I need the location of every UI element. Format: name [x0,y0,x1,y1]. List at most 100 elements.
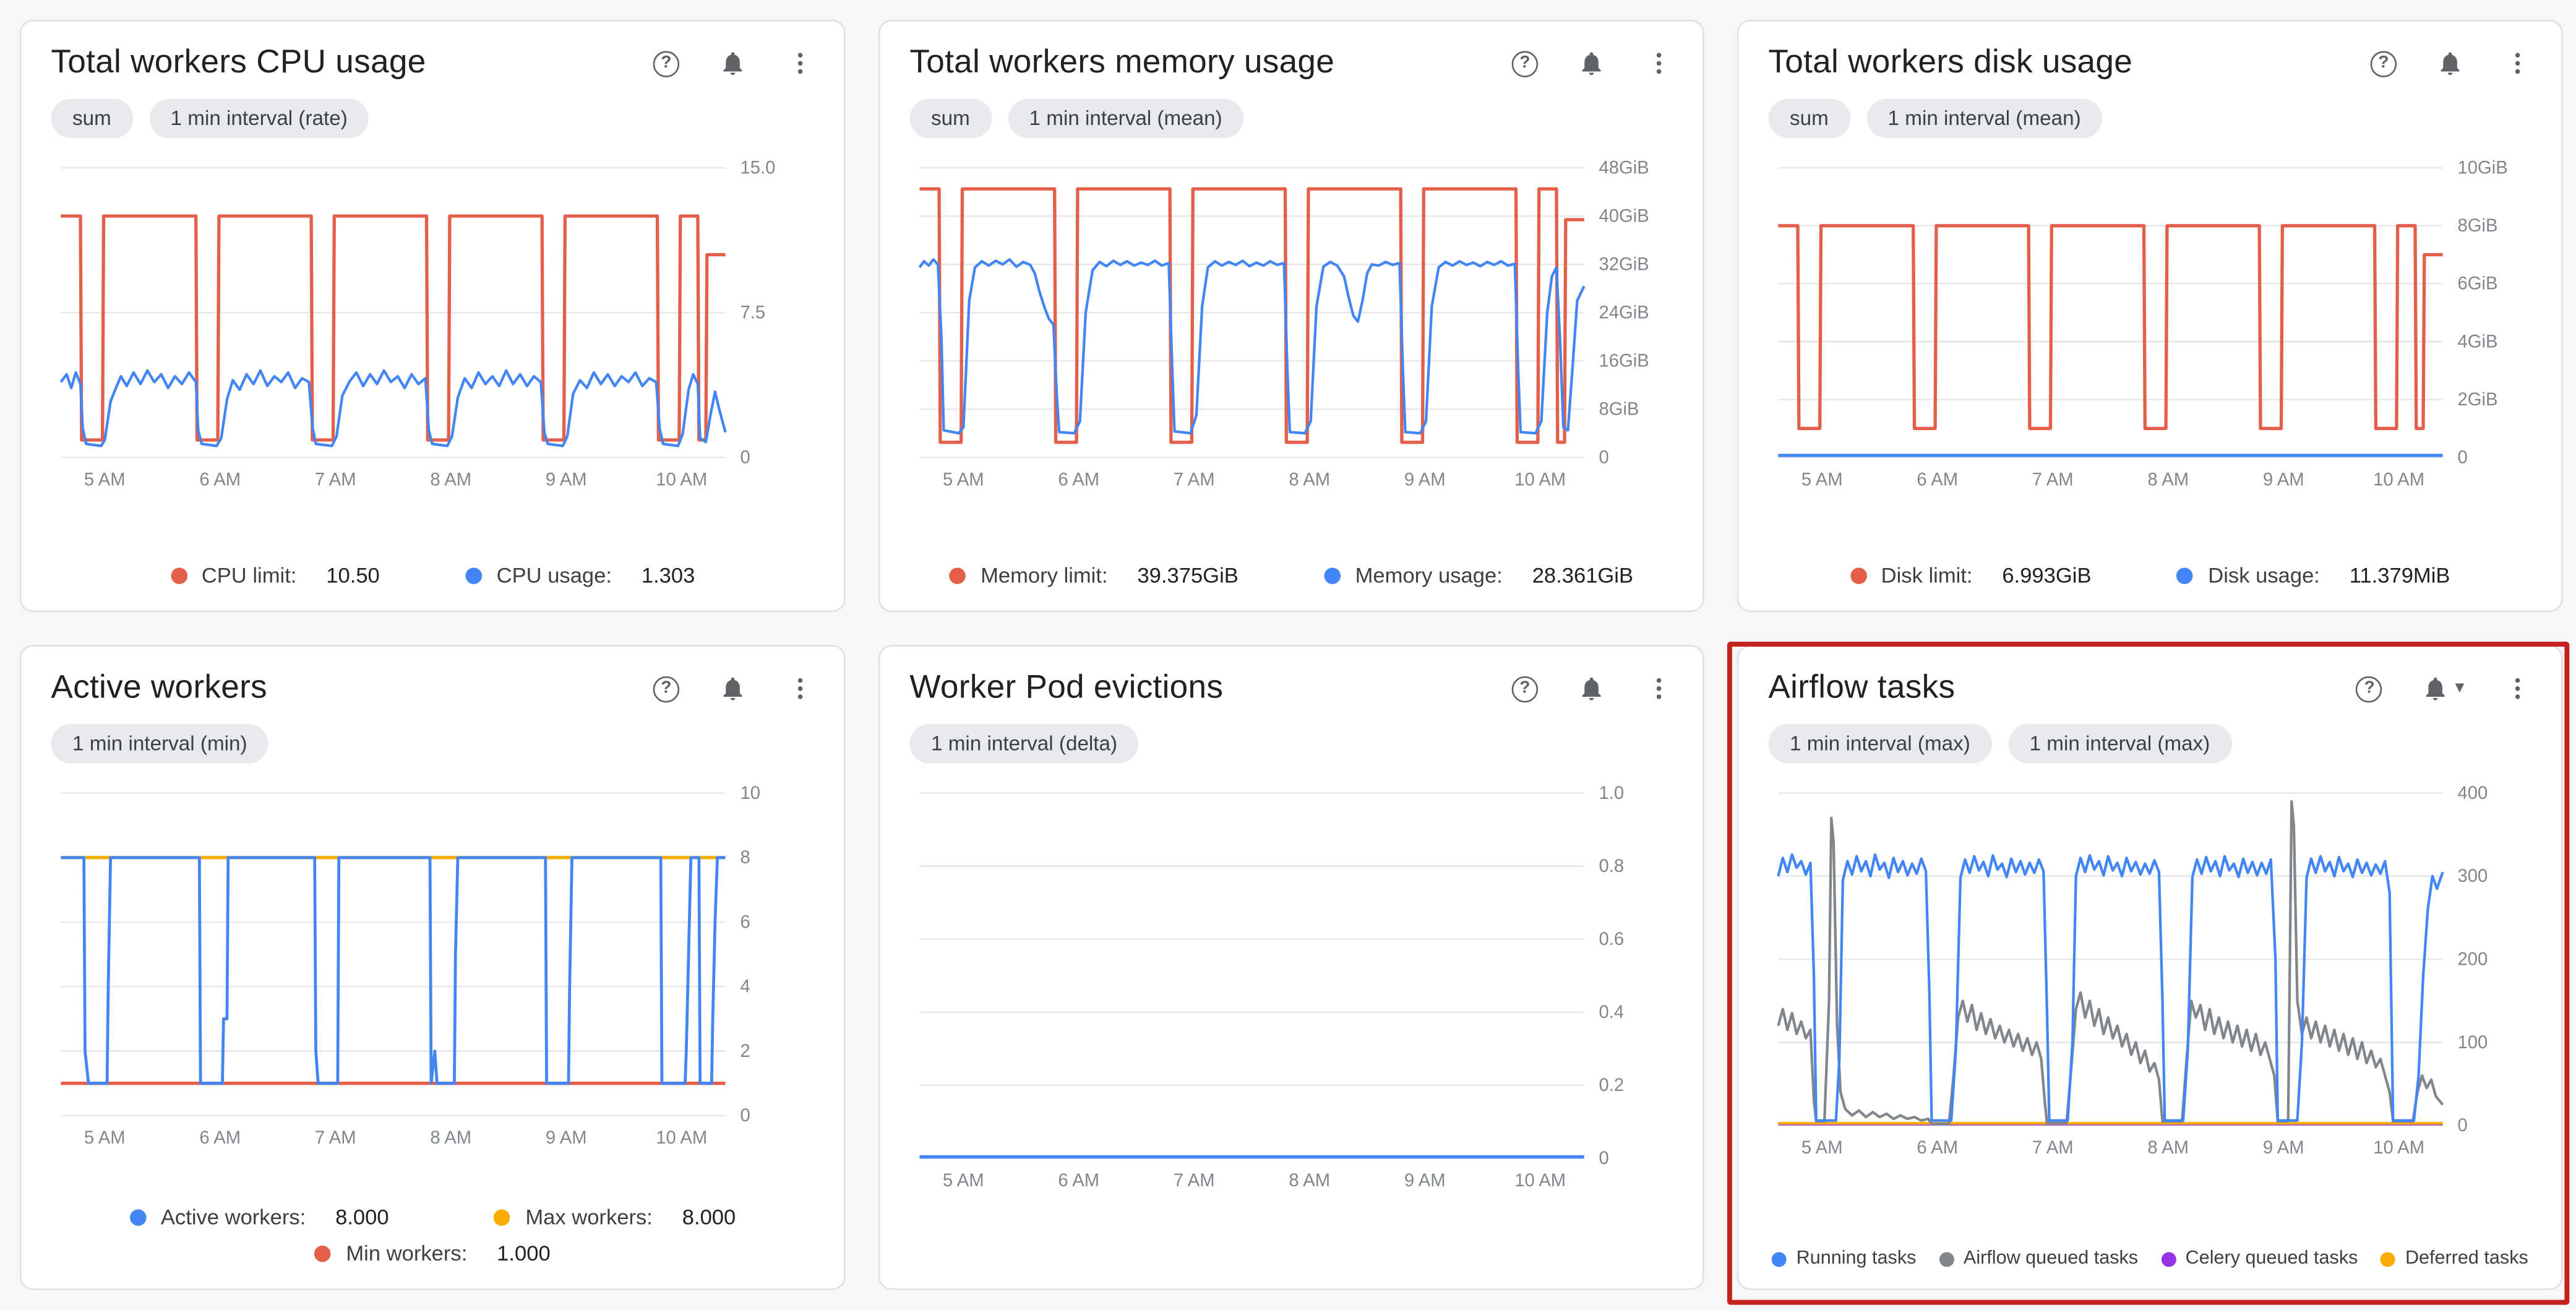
svg-text:15.0: 15.0 [741,158,776,178]
interval-chip[interactable]: 1 min interval (rate) [148,98,369,139]
more-options-icon[interactable] [2504,50,2531,77]
svg-text:10: 10 [741,783,761,803]
legend-item-cpu-usage: CPU usage: 1.303 [465,562,695,587]
interval-chip[interactable]: 1 min interval (min) [51,723,269,764]
svg-text:24GiB: 24GiB [1599,303,1649,323]
help-icon[interactable]: ? [653,50,680,77]
svg-text:10 AM: 10 AM [1514,1171,1566,1191]
svg-text:0: 0 [741,1106,750,1126]
notifications-bell-icon[interactable] [2436,50,2464,77]
chips-row: 1 min interval (min) [51,723,814,764]
notifications-bell-icon[interactable] [1578,50,1605,77]
interval-chip[interactable]: 1 min interval (delta) [909,723,1139,764]
legend-item-celery-queued-tasks: Celery queued tasks [2160,1249,2358,1269]
card-actions: ? [1511,45,1673,77]
svg-text:5 AM: 5 AM [84,470,126,489]
notifications-bell-icon[interactable] [719,674,747,702]
legend-item-deferred-tasks: Deferred tasks [2381,1249,2528,1269]
legend-label: Max workers: [525,1204,653,1230]
card-actions: ? [2370,45,2532,77]
chips-row: sum 1 min interval (mean) [1768,98,2531,139]
aggregation-chip[interactable]: sum [1768,98,1850,139]
legend-dot [129,1209,146,1225]
svg-text:10 AM: 10 AM [1514,470,1566,489]
svg-text:8: 8 [741,848,750,868]
card-header: Total workers CPU usage ? [51,45,814,82]
svg-text:48GiB: 48GiB [1599,158,1649,178]
legend-value: 39.375GiB [1137,562,1239,588]
svg-text:10 AM: 10 AM [656,470,707,489]
help-icon[interactable]: ? [1511,675,1539,702]
svg-text:6 AM: 6 AM [1058,470,1099,489]
interval-chip[interactable]: 1 min interval (max) [1768,723,1992,764]
svg-text:100: 100 [2458,1033,2488,1053]
aggregation-chip[interactable]: sum [909,98,992,139]
more-options-icon[interactable] [786,674,814,702]
notifications-bell-icon[interactable] [1578,674,1605,702]
legend-dot [2381,1251,2396,1267]
notifications-bell-icon[interactable]: ▾ [2422,674,2464,702]
legend-item-disk-usage: Disk usage: 11.379MiB [2176,562,2450,587]
card-title: Worker Pod evictions [909,670,1224,706]
more-options-icon[interactable] [1645,674,1673,702]
legend-value: 28.361GiB [1532,562,1634,588]
help-icon[interactable]: ? [2370,50,2397,77]
chart-legend: Active workers: 8.000 Max workers: 8.000 M… [51,1198,814,1269]
airflow-tasks-chart[interactable]: 0 100 200 300 400 5 AM 6 AM 7 AM 8 AM 9 AM 10 AM [1768,777,2531,1168]
interval-chip[interactable]: 1 min interval (mean) [1866,98,2103,139]
svg-text:7 AM: 7 AM [1174,1171,1215,1191]
svg-text:10GiB: 10GiB [2458,158,2508,178]
svg-text:6 AM: 6 AM [199,470,241,489]
svg-text:16GiB: 16GiB [1599,351,1649,371]
svg-text:9 AM: 9 AM [546,1128,587,1148]
card-title: Total workers memory usage [909,44,1335,81]
notifications-bell-icon[interactable] [719,50,747,77]
svg-text:6 AM: 6 AM [1917,1138,1958,1158]
svg-text:2: 2 [741,1041,750,1061]
svg-text:7.5: 7.5 [741,303,766,323]
help-icon[interactable]: ? [653,675,680,702]
more-options-icon[interactable] [786,50,814,77]
svg-text:8 AM: 8 AM [1289,1171,1330,1191]
chips-row: sum 1 min interval (mean) [909,98,1673,139]
legend-item-cpu-limit: CPU limit: 10.50 [170,562,380,587]
svg-text:300: 300 [2458,866,2488,886]
cpu-usage-chart[interactable]: 0 7.5 15.0 5 AM 6 AM 7 AM 8 AM 9 AM 10 AM [51,152,814,501]
svg-text:32GiB: 32GiB [1599,255,1649,275]
legend-label: Memory usage: [1355,562,1503,588]
interval-chip[interactable]: 1 min interval (mean) [1007,98,1244,139]
legend-value: 8.000 [682,1204,736,1230]
card-header: Worker Pod evictions ? [909,670,1673,707]
more-options-icon[interactable] [1645,50,1673,77]
more-options-icon[interactable] [2504,674,2531,702]
disk-usage-chart[interactable]: 0 2GiB 4GiB 6GiB 8GiB 10GiB 5 AM 6 AM 7 AM 8 AM 9 … [1768,152,2531,501]
interval-chip[interactable]: 1 min interval (max) [2007,723,2231,764]
svg-text:40GiB: 40GiB [1599,207,1649,226]
legend-value: 1.303 [641,562,695,588]
svg-text:5 AM: 5 AM [943,1171,984,1191]
memory-usage-chart[interactable]: 0 8GiB 16GiB 24GiB 32GiB 40GiB 48GiB 5 AM 6 AM 7 … [909,152,1673,501]
legend-item-airflow-queued-tasks: Airflow queued tasks [1939,1249,2138,1269]
help-icon[interactable]: ? [2356,675,2383,702]
card-actions: ? ▾ [2356,670,2531,702]
aggregation-chip[interactable]: sum [51,98,133,139]
card-total-workers-disk-usage: Total workers disk usage ? sum 1 min int… [1737,19,2563,613]
active-workers-chart[interactable]: 0 2 4 6 8 10 5 AM 6 AM 7 AM 8 AM 9 AM 10 AM [51,777,814,1158]
legend-label: Airflow queued tasks [1963,1249,2139,1269]
legend-dot [1939,1251,1954,1267]
legend-dot [1771,1251,1787,1267]
help-icon[interactable]: ? [1511,50,1539,77]
svg-text:5 AM: 5 AM [943,470,984,489]
legend-label: Running tasks [1796,1249,1917,1269]
card-header: Airflow tasks ? ▾ [1768,670,2531,707]
card-active-workers: Active workers ? 1 min interval (min) 0 2… [19,645,846,1290]
svg-text:6 AM: 6 AM [1058,1171,1099,1191]
card-header: Total workers disk usage ? [1768,45,2531,82]
legend-item-running-tasks: Running tasks [1771,1249,1917,1269]
chips-row: sum 1 min interval (rate) [51,98,814,139]
pod-evictions-chart[interactable]: 0 0.2 0.4 0.6 0.8 1.0 5 AM 6 AM 7 AM 8 AM 9 AM 10 A… [909,777,1673,1201]
svg-text:9 AM: 9 AM [1404,470,1446,489]
legend-value: 10.50 [326,562,380,588]
legend-dot [2176,567,2194,584]
card-total-workers-cpu-usage: Total workers CPU usage ? sum 1 min inte… [19,19,846,613]
